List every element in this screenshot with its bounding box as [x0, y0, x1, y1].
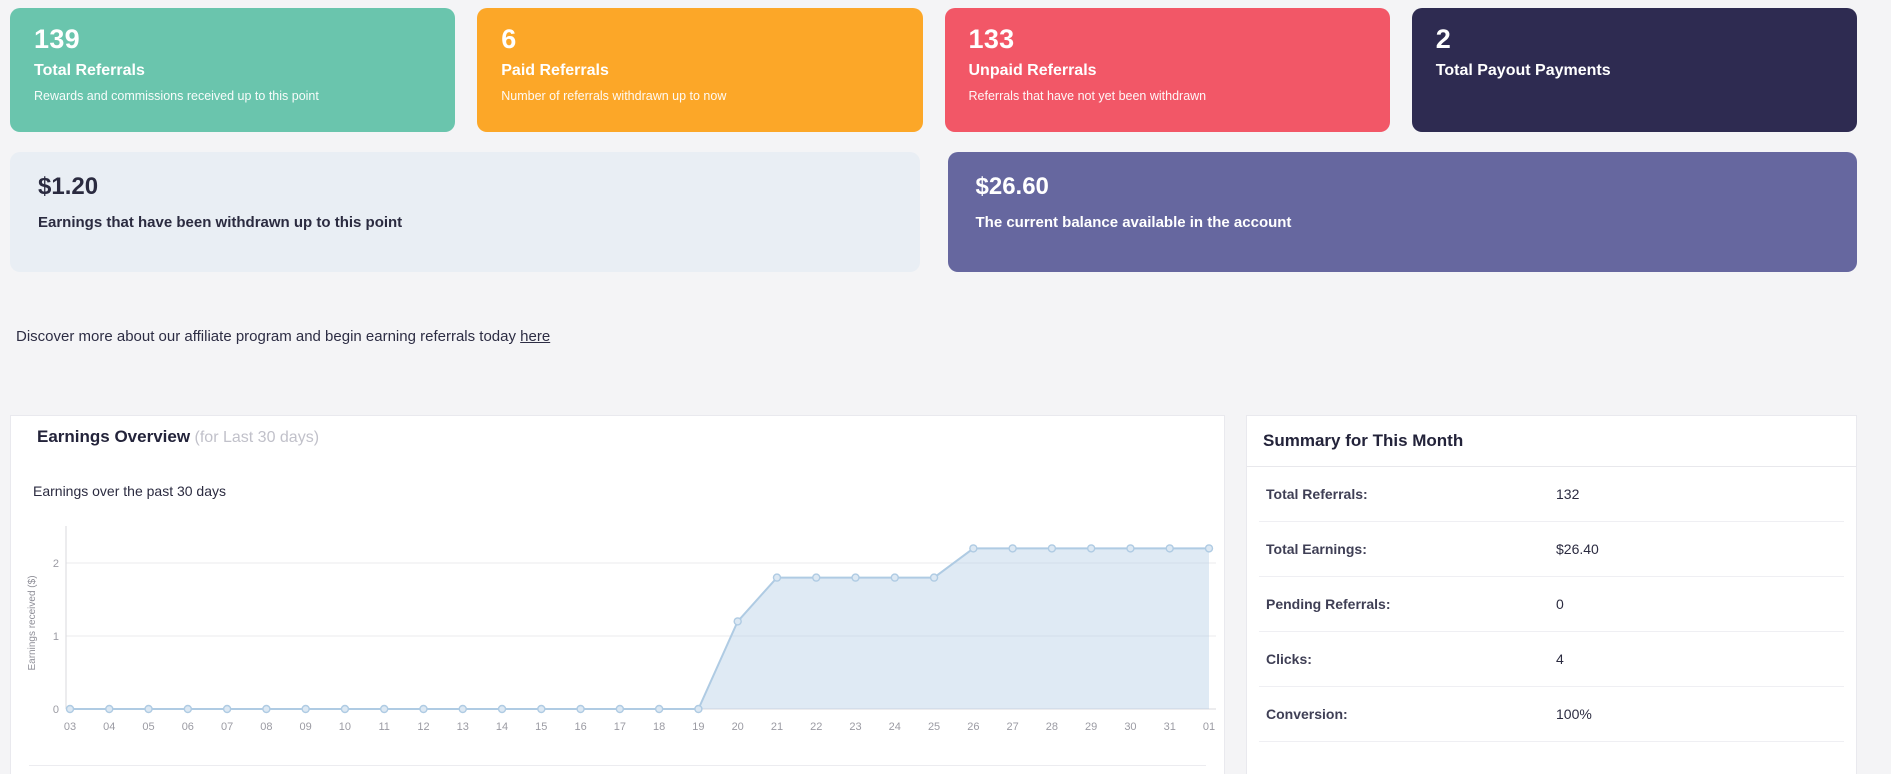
earnings-overview-panel: Earnings Overview (for Last 30 days) Ear… [10, 415, 1225, 774]
total-referrals-title: Total Referrals [34, 62, 431, 80]
svg-text:23: 23 [849, 721, 861, 733]
summary-value: 100% [1556, 706, 1592, 722]
svg-text:17: 17 [614, 721, 626, 733]
svg-text:15: 15 [535, 721, 547, 733]
withdrawn-earnings-description: Earnings that have been withdrawn up to … [38, 214, 892, 231]
balance-row: $1.20 Earnings that have been withdrawn … [10, 152, 1857, 272]
earnings-overview-header: Earnings Overview (for Last 30 days) [37, 424, 1210, 451]
summary-title: Summary for This Month [1247, 416, 1856, 467]
paid-referrals-value: 6 [501, 22, 898, 56]
earnings-line-chart: 0120304050607080910111213141516171819202… [25, 505, 1217, 741]
total-payout-payments-value: 2 [1436, 22, 1833, 56]
svg-text:10: 10 [339, 721, 351, 733]
current-balance-card: $26.60 The current balance available in … [948, 152, 1858, 272]
svg-text:25: 25 [928, 721, 940, 733]
summary-value: 132 [1556, 486, 1579, 502]
summary-row-total-earnings: Total Earnings: $26.40 [1259, 522, 1844, 577]
chart-heading: Earnings over the past 30 days [33, 481, 1210, 501]
summary-label: Clicks: [1266, 651, 1556, 667]
svg-text:12: 12 [417, 721, 429, 733]
paid-referrals-description: Number of referrals withdrawn up to now [501, 89, 898, 103]
total-payout-payments-title: Total Payout Payments [1436, 62, 1833, 80]
summary-label: Pending Referrals: [1266, 596, 1556, 612]
svg-text:13: 13 [457, 721, 469, 733]
summary-row-clicks: Clicks: 4 [1259, 632, 1844, 687]
svg-text:24: 24 [889, 721, 901, 733]
current-balance-value: $26.60 [976, 172, 1830, 202]
paid-referrals-card: 6 Paid Referrals Number of referrals wit… [477, 8, 922, 132]
svg-text:19: 19 [692, 721, 704, 733]
svg-text:29: 29 [1085, 721, 1097, 733]
summary-value: $26.40 [1556, 541, 1599, 557]
summary-row-total-referrals: Total Referrals: 132 [1259, 467, 1844, 522]
panel-divider [29, 765, 1206, 766]
total-referrals-value: 139 [34, 22, 431, 56]
withdrawn-earnings-value: $1.20 [38, 172, 892, 202]
svg-text:03: 03 [64, 721, 76, 733]
stats-row: 139 Total Referrals Rewards and commissi… [10, 8, 1857, 132]
svg-text:09: 09 [300, 721, 312, 733]
summary-label: Total Earnings: [1266, 541, 1556, 557]
summary-label: Total Referrals: [1266, 486, 1556, 502]
svg-text:14: 14 [496, 721, 508, 733]
unpaid-referrals-card: 133 Unpaid Referrals Referrals that have… [945, 8, 1390, 132]
svg-text:0: 0 [53, 704, 59, 716]
svg-text:26: 26 [967, 721, 979, 733]
summary-label: Conversion: [1266, 706, 1556, 722]
summary-panel: Summary for This Month Total Referrals: … [1246, 415, 1857, 774]
svg-text:22: 22 [810, 721, 822, 733]
withdrawn-earnings-card: $1.20 Earnings that have been withdrawn … [10, 152, 920, 272]
svg-text:1: 1 [53, 631, 59, 643]
svg-text:28: 28 [1046, 721, 1058, 733]
svg-text:30: 30 [1124, 721, 1136, 733]
unpaid-referrals-title: Unpaid Referrals [969, 62, 1366, 80]
svg-text:21: 21 [771, 721, 783, 733]
svg-text:07: 07 [221, 721, 233, 733]
summary-rows: Total Referrals: 132 Total Earnings: $26… [1247, 467, 1856, 742]
svg-text:08: 08 [260, 721, 272, 733]
svg-text:18: 18 [653, 721, 665, 733]
summary-value: 0 [1556, 596, 1564, 612]
earnings-overview-title: Earnings Overview [37, 427, 190, 446]
svg-text:27: 27 [1006, 721, 1018, 733]
total-referrals-card: 139 Total Referrals Rewards and commissi… [10, 8, 455, 132]
earnings-overview-subtitle: (for Last 30 days) [195, 429, 320, 446]
svg-text:31: 31 [1164, 721, 1176, 733]
current-balance-description: The current balance available in the acc… [976, 214, 1830, 231]
promo-text: Discover more about our affiliate progra… [16, 328, 516, 345]
svg-text:01: 01 [1203, 721, 1215, 733]
unpaid-referrals-description: Referrals that have not yet been withdra… [969, 89, 1366, 103]
svg-text:11: 11 [378, 721, 389, 733]
svg-text:05: 05 [142, 721, 154, 733]
svg-text:16: 16 [574, 721, 586, 733]
affiliate-promo-text: Discover more about our affiliate progra… [10, 328, 1857, 345]
svg-text:Earnings received ($): Earnings received ($) [27, 575, 38, 670]
summary-row-pending-referrals: Pending Referrals: 0 [1259, 577, 1844, 632]
unpaid-referrals-value: 133 [969, 22, 1366, 56]
svg-text:2: 2 [53, 558, 59, 570]
total-referrals-description: Rewards and commissions received up to t… [34, 89, 431, 103]
bottom-section: Earnings Overview (for Last 30 days) Ear… [10, 415, 1857, 774]
summary-value: 4 [1556, 651, 1564, 667]
svg-text:20: 20 [732, 721, 744, 733]
paid-referrals-title: Paid Referrals [501, 62, 898, 80]
here-link[interactable]: here [520, 328, 550, 345]
svg-text:04: 04 [103, 721, 115, 733]
dashboard-page: 139 Total Referrals Rewards and commissi… [0, 0, 1891, 774]
svg-text:06: 06 [182, 721, 194, 733]
total-payout-payments-card: 2 Total Payout Payments [1412, 8, 1857, 132]
summary-row-conversion: Conversion: 100% [1259, 687, 1844, 742]
